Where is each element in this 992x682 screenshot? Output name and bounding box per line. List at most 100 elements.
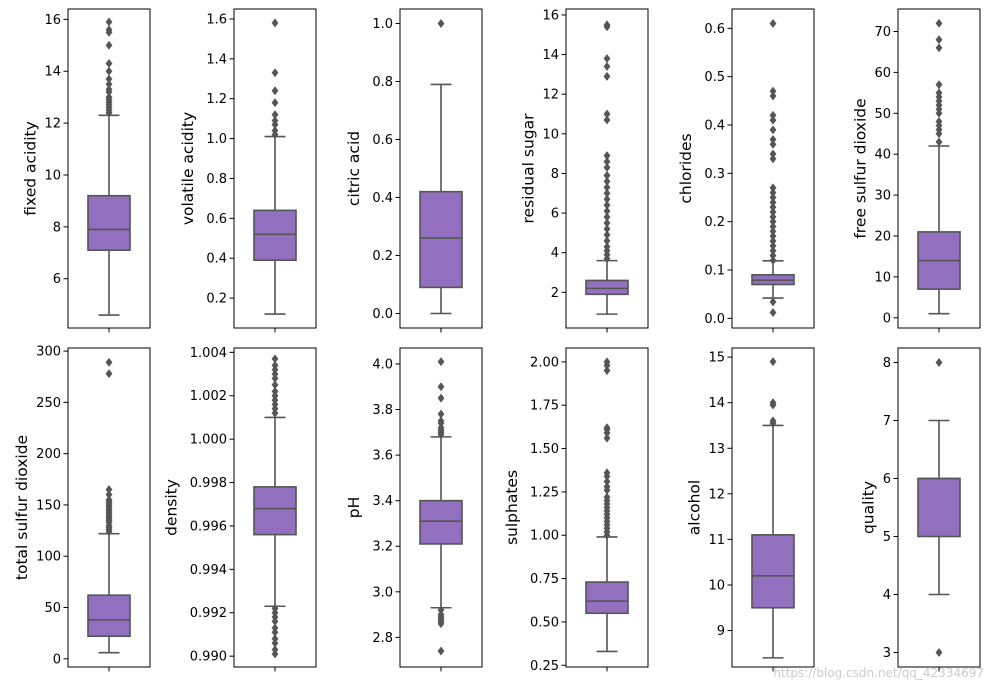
subplot-1: 6 8 10 12 14 16 fixed acidity [21,8,151,333]
subplot-4: 2 4 6 8 10 12 14 16 residual sugar [519,8,649,333]
y-tick-label: 14 [708,396,725,411]
outlier-point [105,74,113,84]
iqr-box [419,499,463,545]
outlier-point [105,357,113,367]
outlier-point [105,58,113,68]
outlier-point [769,241,777,251]
y-axis-label: citric acid [345,131,363,206]
y-tick-label: 0 [883,311,891,326]
y-tick-label: 0.6 [372,133,393,148]
y-tick-label: 15 [708,351,725,366]
axes-frame [233,347,317,668]
outlier-point [769,91,777,101]
outlier-point [105,490,113,500]
y-tick-label: 1.25 [530,485,559,500]
iqr-box [87,594,131,638]
outlier-point [769,308,777,318]
outlier-point [437,18,445,29]
outlier-point [105,369,113,379]
y-axis-label: volatile acidity [179,112,197,225]
y-tick-label: 8 [53,220,61,235]
y-tick-label: 6 [53,272,61,287]
y-tick-label: 3.8 [372,403,393,418]
axes-frame [731,347,815,668]
y-tick-label: 300 [36,345,61,360]
outlier-point [603,115,611,125]
y-tick-label: 8 [551,167,559,182]
outlier-point [271,68,279,78]
outlier-point [437,393,445,403]
y-tick-label: 16 [44,13,61,28]
y-tick-label: 0.0 [704,312,725,327]
y-tick-label: 0.998 [190,476,227,491]
outlier-point [271,18,279,28]
y-tick-label: 14 [542,48,559,63]
outlier-point [603,224,611,234]
outlier-point [603,482,611,492]
outlier-point [935,647,943,658]
y-tick-label: 1.4 [206,52,227,67]
y-tick-label: 1.000 [190,433,227,448]
outlier-point [603,423,611,433]
outlier-point [769,125,777,135]
outlier-point [271,380,279,390]
y-tick-label: 10 [542,127,559,142]
outlier-point [935,80,943,90]
outlier-point [603,212,611,222]
outlier-point [769,255,777,265]
y-tick-label: 0.75 [530,572,559,587]
outlier-point [603,176,611,186]
y-tick-label: 0.4 [206,252,227,267]
outlier-point [769,149,777,159]
y-tick-label: 3.0 [372,585,393,600]
subplot-2: 0.2 0.4 0.6 0.8 1.0 1.2 1.4 1.6 volatile acidity [179,8,317,333]
y-axis-label: total sulfur dioxide [13,435,31,580]
y-tick-label: 0.6 [704,22,725,37]
iqr-box [751,534,795,609]
y-tick-label: 11 [708,533,725,548]
y-tick-label: 250 [36,396,61,411]
outlier-point [437,416,445,426]
outlier-point [603,54,611,64]
outlier-point [935,116,943,126]
outlier-point [105,92,113,102]
y-axis-label: fixed acidity [21,121,39,215]
outlier-point [769,221,777,232]
y-tick-label: 2.8 [372,631,393,646]
subplot-3: 0.0 0.2 0.4 0.6 0.8 1.0 citric acid [345,8,483,333]
y-tick-label: 4.0 [372,357,393,372]
outlier-point [603,492,611,502]
y-axis-label: alcohol [685,480,703,535]
outlier-point [437,382,445,392]
y-tick-label: 3 [883,646,891,661]
outlier-point [769,246,777,256]
axes-frame [399,347,483,668]
outlier-point [603,230,611,240]
outlier-point [271,360,279,370]
outlier-point [769,236,777,246]
outlier-point [271,386,279,396]
outlier-point [769,416,777,426]
subplot-11: 9 10 11 12 13 14 15 alcohol [685,347,815,672]
y-tick-label: 1.0 [206,132,227,147]
subplot-6: 0 10 20 30 40 50 60 70 free sulfur dioxide [851,8,981,333]
y-tick-label: 0.1 [704,264,725,279]
y-axis-label: free sulfur dioxide [851,98,869,238]
y-tick-label: 10 [874,270,891,285]
outlier-point [603,162,611,173]
outlier-point [935,137,943,147]
outlier-point [105,495,113,505]
iqr-box [917,477,961,538]
outlier-point [603,182,611,192]
y-tick-label: 1.0 [372,17,393,32]
y-tick-label: 0.2 [372,249,393,264]
y-tick-label: 8 [883,356,891,371]
y-tick-label: 1.6 [206,12,227,27]
outlier-point [271,98,279,108]
y-tick-label: 0.8 [372,75,393,90]
y-tick-label: 0.994 [190,563,227,578]
y-tick-label: 12 [44,117,61,132]
outlier-point [603,151,611,161]
outlier-point [769,250,777,261]
outlier-point [935,43,943,53]
